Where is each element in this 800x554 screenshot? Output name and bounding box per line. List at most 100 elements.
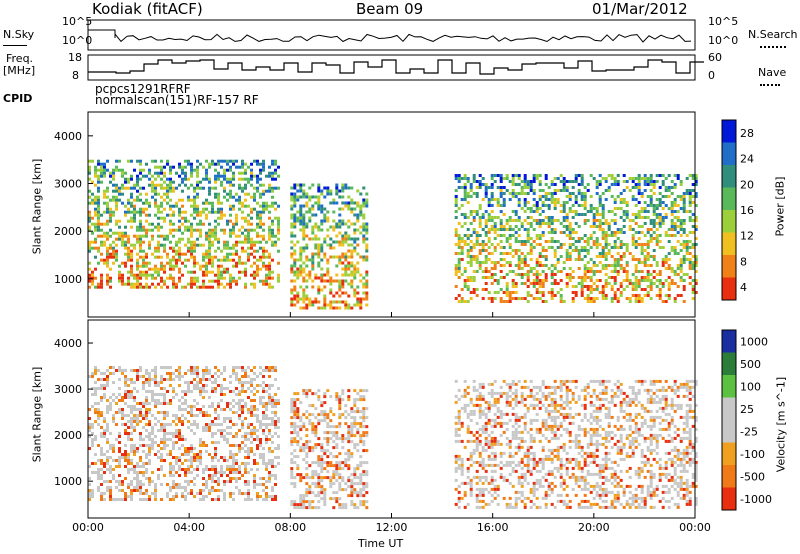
heatmap-cell — [268, 186, 271, 190]
heatmap-cell — [130, 408, 133, 411]
heatmap-cell — [344, 488, 348, 492]
heatmap-cell — [335, 473, 339, 477]
heatmap-cell — [148, 480, 151, 483]
heatmap-cell — [526, 222, 530, 225]
heatmap-cell — [208, 396, 211, 399]
heatmap-cell — [139, 264, 142, 268]
heatmap-cell — [335, 273, 339, 277]
heatmap-cell — [118, 408, 121, 411]
heatmap-cell — [151, 186, 154, 190]
heatmap-cell — [335, 461, 339, 465]
heatmap-cell — [217, 273, 220, 277]
heatmap-cell — [523, 183, 527, 186]
heatmap-cell — [305, 416, 309, 420]
heatmap-cell — [166, 438, 169, 441]
heatmap-cell — [341, 279, 345, 283]
heatmap-cell — [262, 387, 265, 390]
heatmap-cell — [94, 210, 97, 214]
heatmap-cell — [604, 231, 608, 234]
heatmap-cell — [469, 195, 473, 198]
heatmap-cell — [293, 392, 297, 396]
heatmap-cell — [568, 195, 572, 198]
heatmap-cell — [88, 429, 91, 432]
heatmap-cell — [205, 465, 208, 468]
heatmap-cell — [583, 195, 587, 198]
heatmap-cell — [637, 216, 641, 219]
heatmap-cell — [341, 503, 345, 507]
heatmap-cell — [196, 168, 199, 172]
heatmap-cell — [277, 237, 280, 241]
heatmap-cell — [130, 264, 133, 268]
heatmap-cell — [329, 437, 333, 441]
heatmap-cell — [460, 240, 464, 243]
heatmap-cell — [103, 492, 106, 495]
heatmap-cell — [247, 423, 250, 426]
heatmap-cell — [685, 243, 689, 246]
heatmap-cell — [589, 297, 593, 300]
heatmap-cell — [305, 488, 309, 492]
heatmap-cell — [139, 270, 142, 274]
heatmap-cell — [259, 168, 262, 172]
heatmap-cell — [535, 270, 539, 273]
heatmap-cell — [172, 414, 175, 417]
heatmap-cell — [106, 450, 109, 453]
heatmap-cell — [302, 195, 306, 199]
heatmap-cell — [347, 186, 351, 190]
heatmap-cell — [299, 186, 303, 190]
heatmap-cell — [323, 240, 327, 244]
heatmap-cell — [94, 420, 97, 423]
heatmap-cell — [338, 425, 342, 429]
heatmap-cell — [97, 486, 100, 489]
heatmap-cell — [181, 390, 184, 393]
heatmap-cell — [688, 189, 692, 192]
heatmap-cell — [532, 198, 536, 201]
heatmap-cell — [466, 276, 470, 279]
heatmap-cell — [202, 384, 205, 387]
heatmap-cell — [359, 231, 363, 235]
heatmap-cell — [574, 213, 578, 216]
heatmap-cell — [598, 213, 602, 216]
heatmap-cell — [646, 279, 650, 282]
heatmap-cell — [320, 228, 324, 232]
heatmap-cell — [211, 405, 214, 408]
heatmap-cell — [667, 276, 671, 279]
heatmap-cell — [265, 408, 268, 411]
heatmap-cell — [271, 177, 274, 181]
heatmap-cell — [622, 231, 626, 234]
heatmap-cell — [241, 435, 244, 438]
heatmap-cell — [109, 255, 112, 259]
heatmap-cell — [241, 165, 244, 169]
heatmap-cell — [217, 270, 220, 274]
heatmap-cell — [184, 219, 187, 223]
heatmap-cell — [205, 378, 208, 381]
heatmap-cell — [169, 375, 172, 378]
heatmap-cell — [493, 279, 497, 282]
heatmap-cell — [223, 186, 226, 190]
heatmap-cell — [103, 453, 106, 456]
heatmap-cell — [145, 231, 148, 235]
heatmap-cell — [353, 419, 357, 423]
heatmap-cell — [100, 447, 103, 450]
heatmap-cell — [202, 378, 205, 381]
heatmap-cell — [145, 429, 148, 432]
heatmap-cell — [145, 213, 148, 217]
heatmap-cell — [112, 414, 115, 417]
heatmap-cell — [271, 276, 274, 280]
heatmap-cell — [538, 234, 542, 237]
heatmap-cell — [238, 186, 241, 190]
heatmap-cell — [211, 423, 214, 426]
heatmap-cell — [347, 440, 351, 444]
heatmap-cell — [356, 267, 360, 271]
heatmap-cell — [271, 243, 274, 247]
heatmap-cell — [290, 404, 294, 408]
heatmap-cell — [247, 204, 250, 208]
heatmap-cell — [142, 264, 145, 268]
heatmap-cell — [676, 273, 680, 276]
heatmap-cell — [332, 279, 336, 283]
heatmap-cell — [290, 470, 294, 474]
heatmap-cell — [290, 473, 294, 477]
heatmap-cell — [133, 204, 136, 208]
heatmap-cell — [326, 267, 330, 271]
heatmap-cell — [238, 240, 241, 244]
heatmap-cell — [94, 471, 97, 474]
